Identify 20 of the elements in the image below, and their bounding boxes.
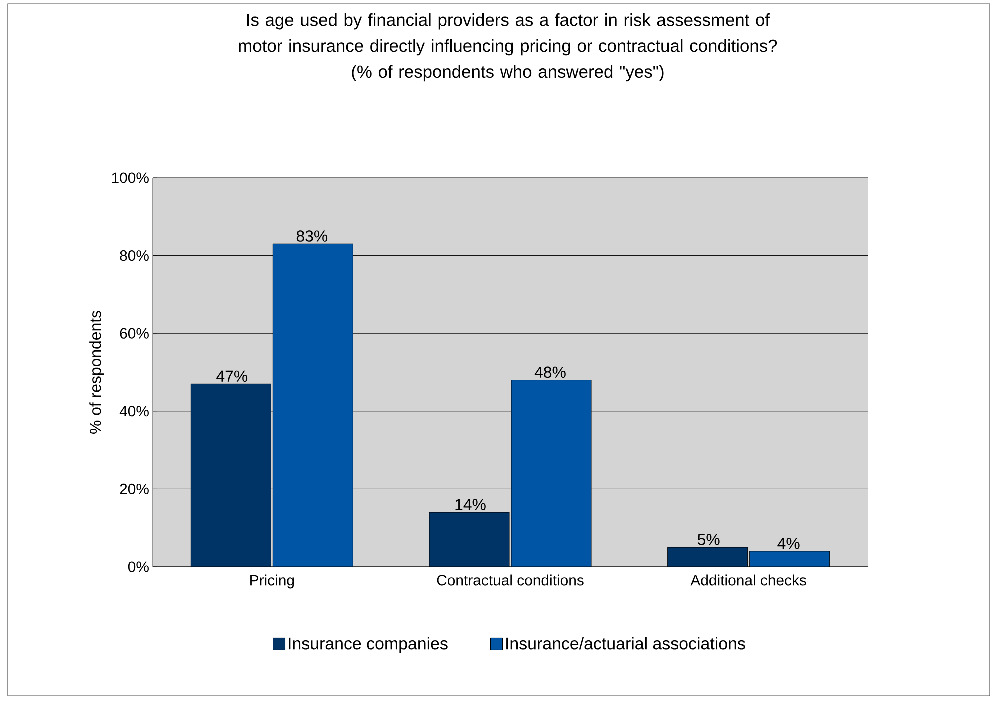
y-tick-label: 0% xyxy=(128,562,149,572)
legend-label: Insurance companies xyxy=(289,637,448,654)
x-tick-label: Contractual conditions xyxy=(437,574,584,586)
legend-label: Insurance/actuarial associations xyxy=(506,637,746,650)
y-tick-label: 40% xyxy=(120,406,149,417)
x-tick-label: Pricing xyxy=(250,574,294,589)
data-label: 14% xyxy=(456,499,486,510)
y-tick-label: 20% xyxy=(120,484,149,494)
x-tick-label: Additional checks xyxy=(690,574,806,586)
data-label: 4% xyxy=(778,538,800,550)
data-label: 5% xyxy=(698,534,720,546)
data-label: 48% xyxy=(534,366,566,378)
data-label: 47% xyxy=(216,370,248,382)
data-label: 83% xyxy=(296,230,328,242)
y-axis-title: % of respondents xyxy=(90,311,104,434)
chart-title: Is age used by financial providers as a factor in risk assessment of motor insurance directly influencing pricing or contractual conditions? xyxy=(239,14,778,56)
y-tick-label: 60% xyxy=(120,328,149,339)
y-tick-label: 80% xyxy=(120,250,149,262)
chart-subtitle: (% of respondents who answered "yes") xyxy=(352,65,664,82)
y-tick-label: 100% xyxy=(112,172,149,184)
